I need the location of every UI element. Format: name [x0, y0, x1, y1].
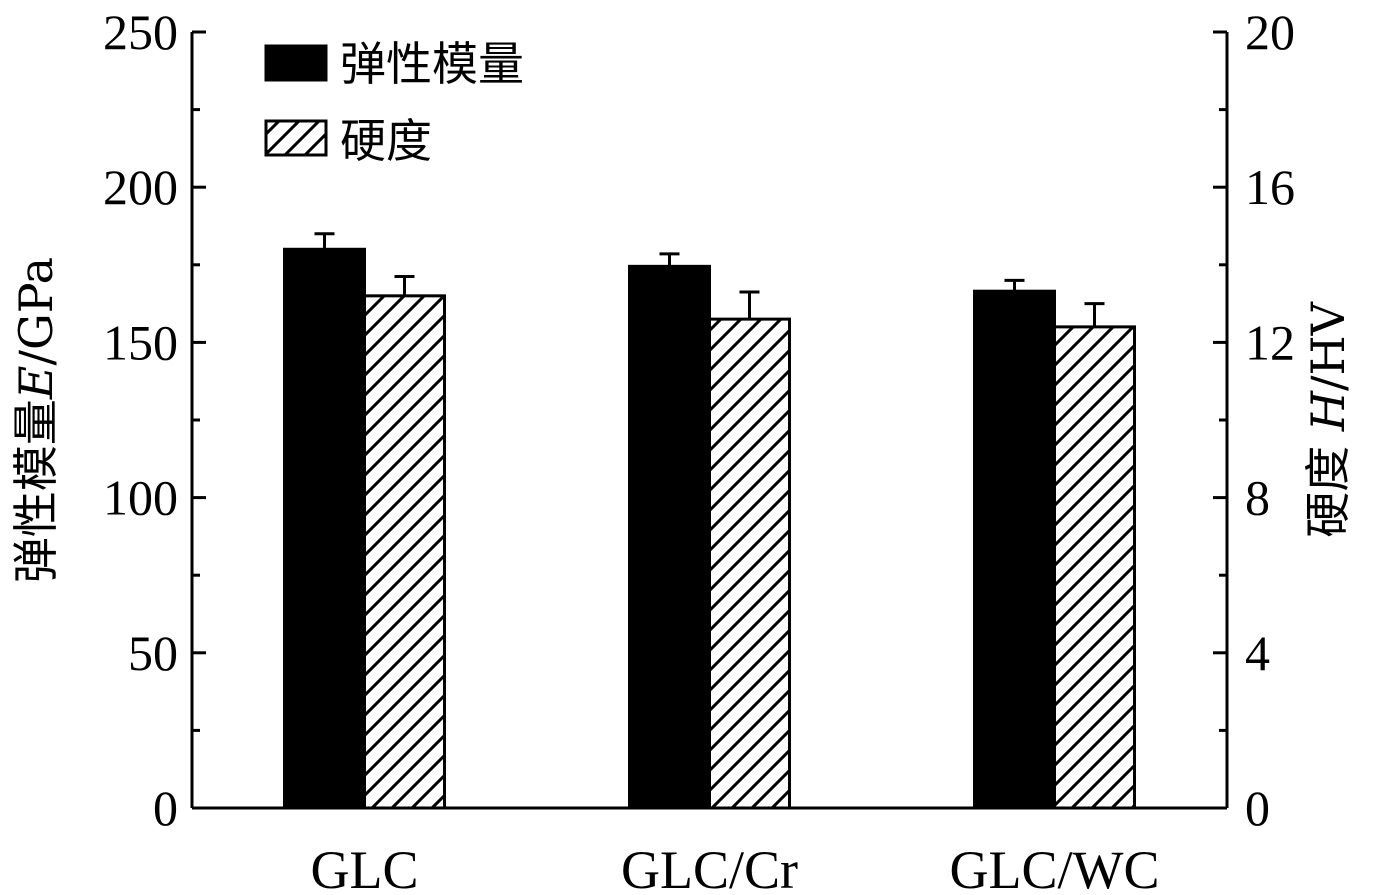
left-tick-label: 0	[153, 780, 178, 836]
right-axis-ticks: 0 4 8 12 16 20	[1213, 4, 1295, 836]
right-axis-title-unit: /HV	[1301, 301, 1355, 391]
right-axis-title-prefix: 硬度	[1301, 431, 1355, 538]
left-tick-label: 200	[103, 159, 178, 215]
right-tick-label: 16	[1245, 159, 1295, 215]
error-bar	[1084, 302, 1105, 327]
error-bar	[394, 274, 415, 296]
modulus-bar	[973, 289, 1056, 810]
modulus-bar	[628, 264, 711, 810]
error-bar	[1004, 278, 1025, 292]
category-label: GLC/WC	[950, 840, 1160, 895]
right-tick-label: 0	[1245, 780, 1270, 836]
right-axis-title-var: H	[1301, 390, 1355, 432]
left-axis-title: 弹性模量E/GPa	[9, 257, 63, 583]
legend-swatch-hatch	[264, 119, 328, 157]
hardness-bar	[708, 317, 791, 810]
right-tick-label: 8	[1245, 470, 1270, 526]
left-tick-label: 50	[128, 625, 178, 681]
left-tick-label: 150	[103, 314, 178, 370]
hardness-bar	[1053, 325, 1136, 810]
error-bar	[659, 252, 680, 267]
left-tick-label: 100	[103, 470, 178, 526]
error-bar	[739, 290, 760, 320]
left-axis-title-prefix: 弹性模量	[9, 399, 63, 583]
legend-swatch-solid	[264, 44, 328, 82]
category-labels: GLC GLC/Cr GLC/WC	[311, 840, 1160, 895]
left-axis-title-var: E	[9, 365, 63, 400]
legend-label-hardness: 硬度	[340, 114, 432, 168]
category-label: GLC	[311, 840, 419, 895]
left-tick-label: 250	[103, 4, 178, 60]
modulus-bar	[283, 247, 366, 810]
left-axis-title-unit: /GPa	[9, 257, 63, 366]
error-bar	[314, 232, 335, 250]
bars	[283, 247, 1136, 810]
category-label: GLC/Cr	[621, 840, 798, 895]
hardness-bar	[363, 294, 446, 810]
legend-label-modulus: 弹性模量	[340, 37, 524, 91]
right-axis-title: 硬度 H/HV	[1301, 301, 1355, 537]
right-tick-label: 20	[1245, 4, 1295, 60]
right-tick-label: 12	[1245, 314, 1295, 370]
left-axis-ticks: 0 50 100 150 200 250	[103, 4, 206, 836]
error-bars	[314, 232, 1105, 327]
legend: 弹性模量 硬度	[264, 37, 524, 168]
right-tick-label: 4	[1245, 625, 1270, 681]
